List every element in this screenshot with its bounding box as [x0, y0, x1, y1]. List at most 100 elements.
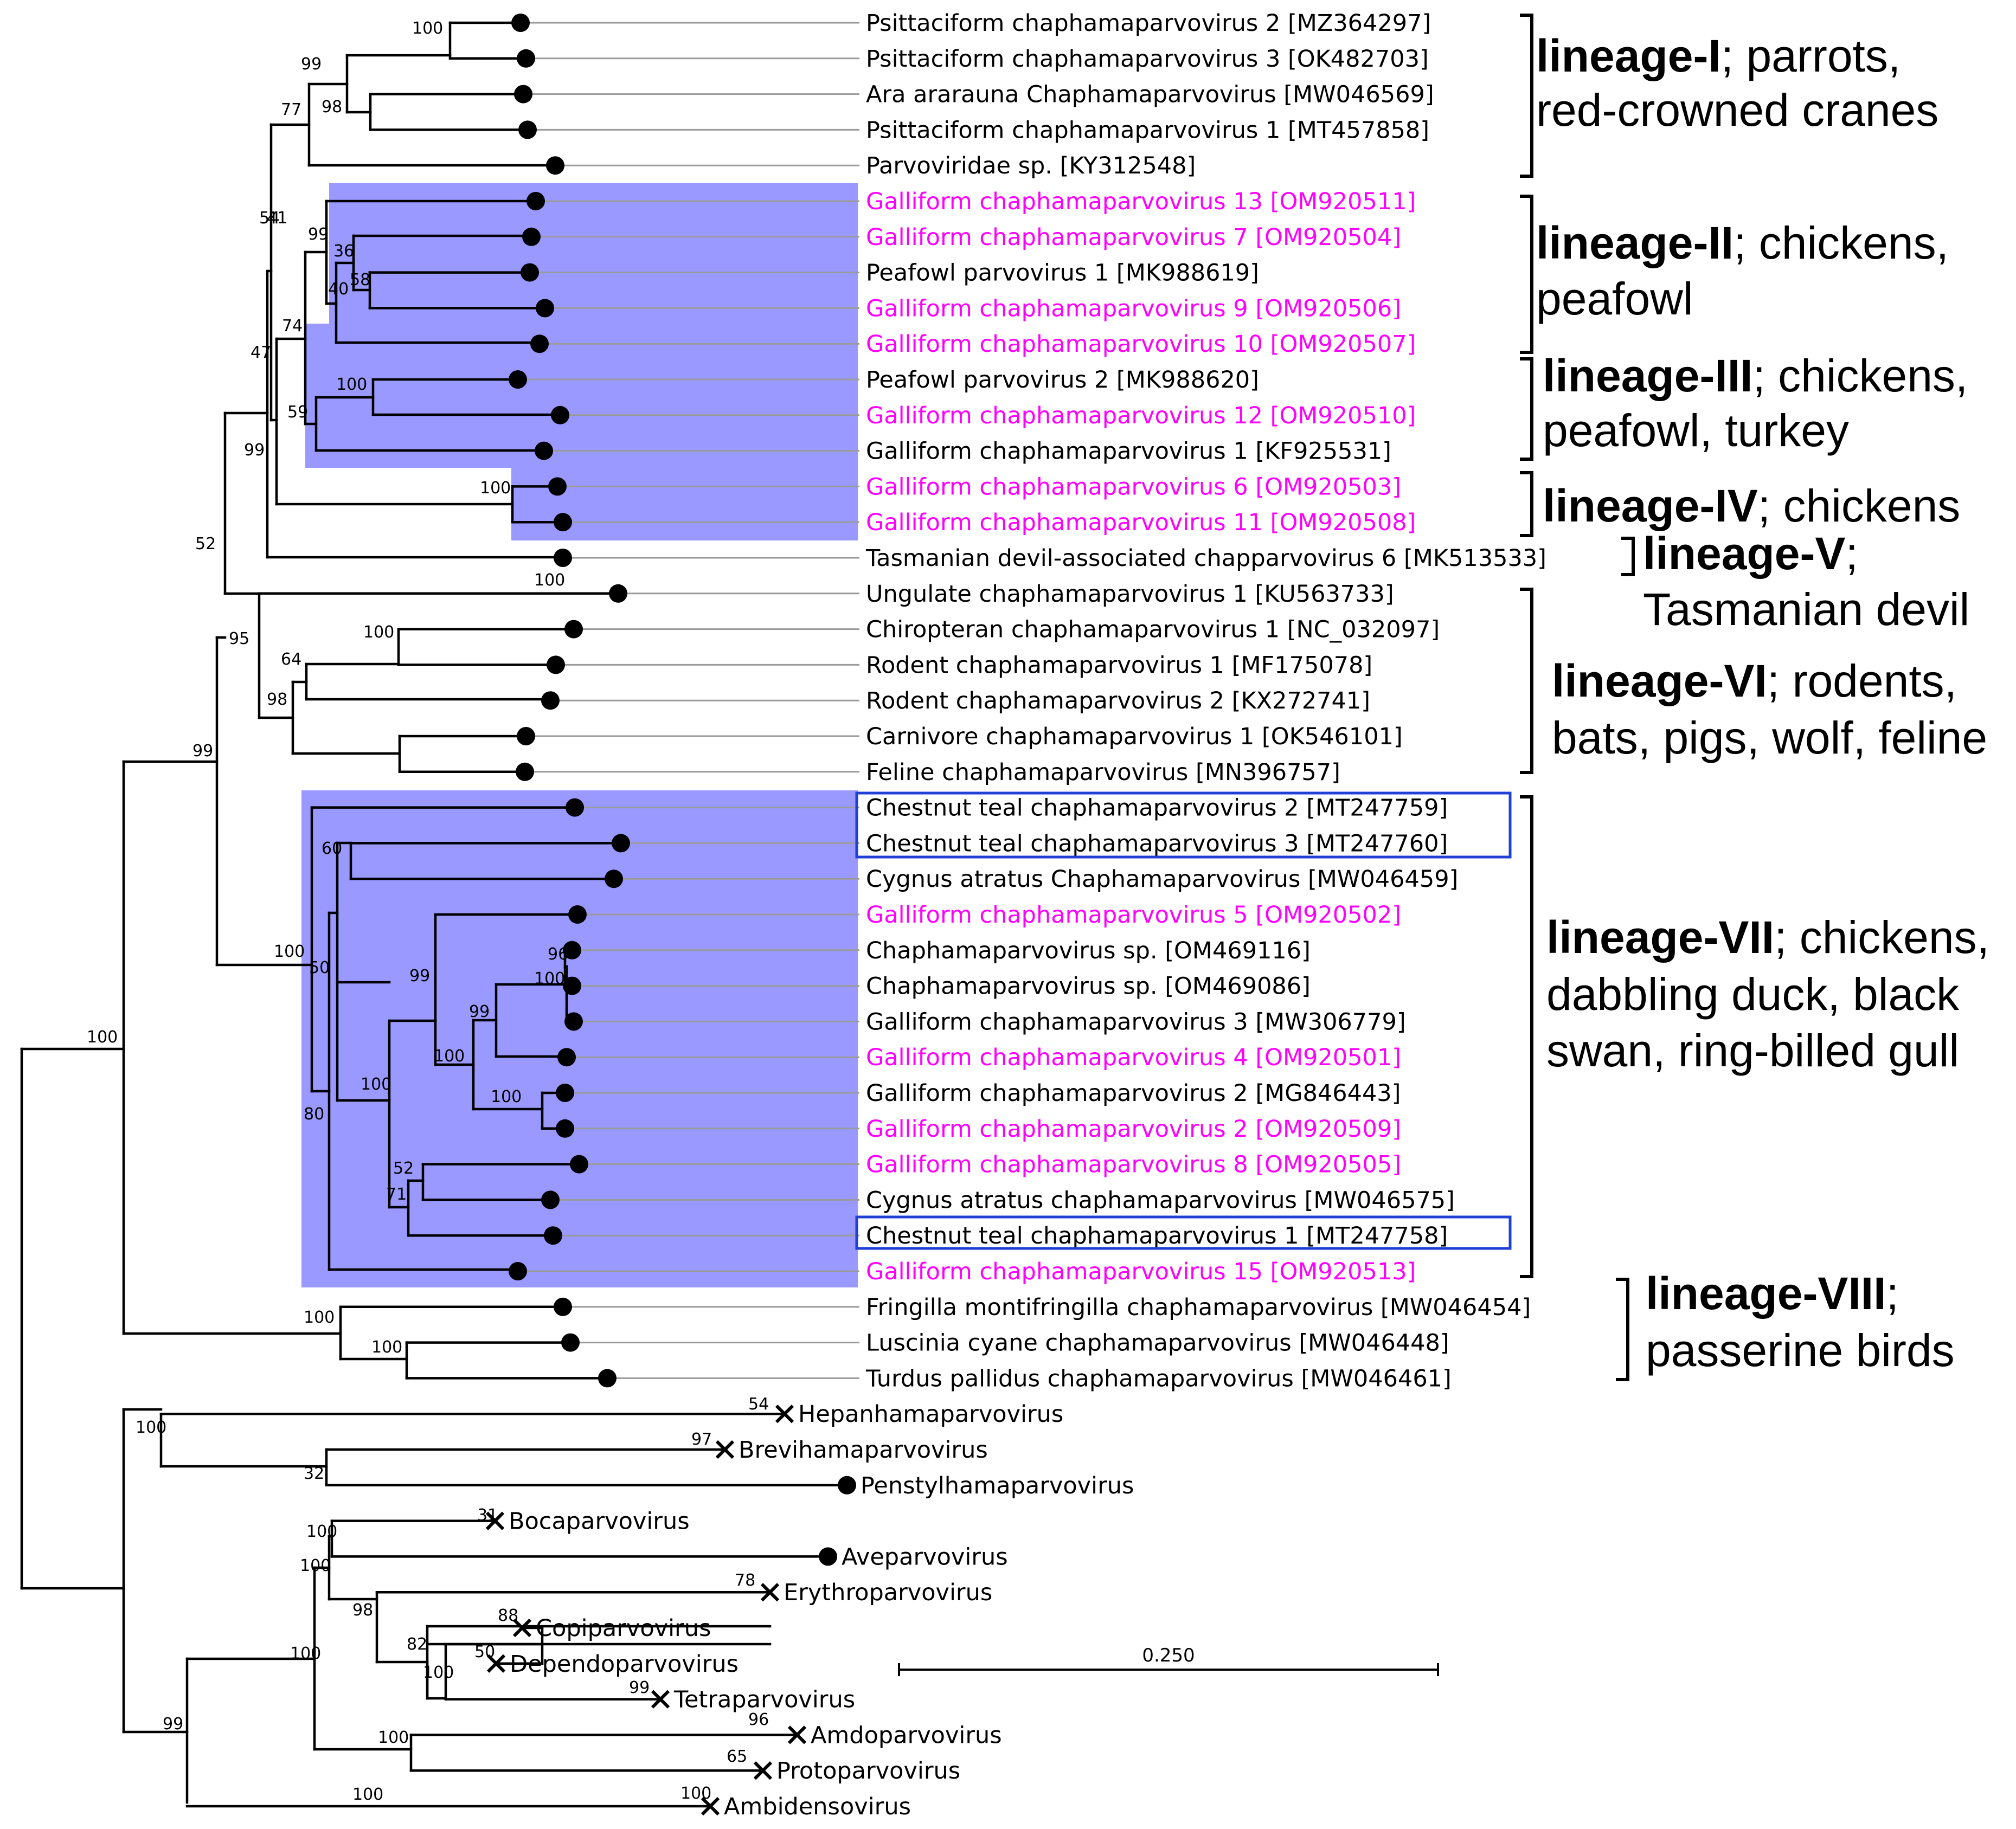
lineage-host-line: peafowl — [1536, 273, 1693, 324]
tip-dot-marker — [541, 691, 560, 710]
scale-bar-line — [898, 1663, 1439, 1676]
leaf-label: Aveparvovirus — [842, 1543, 1008, 1570]
bootstrap-value: 99 — [163, 1715, 183, 1734]
bootstrap-value: 52 — [393, 1159, 414, 1178]
leaf-labels: Psittaciform chaphamaparvovirus 2 [MZ364… — [509, 10, 1546, 1820]
tip-dot-marker — [511, 14, 530, 32]
tip-cross-marker — [486, 1654, 506, 1673]
tip-cross-marker — [651, 1690, 670, 1709]
tip-dot-marker — [544, 1226, 562, 1245]
lineage-host-line: peafowl, turkey — [1543, 405, 1849, 456]
leaf-label: Galliform chaphamaparvovirus 12 [OM92051… — [866, 402, 1416, 429]
bootstrap-value: 88 — [498, 1606, 518, 1625]
bootstrap-value: 47 — [251, 343, 271, 362]
chestnut-teal-box-upper — [855, 791, 1512, 859]
bootstrap-value: 99 — [469, 1002, 490, 1021]
tip-dot-marker — [530, 334, 549, 353]
tip-dot-marker — [546, 156, 564, 175]
leaf-label: Copiparvovirus — [536, 1615, 711, 1642]
leaf-label: Ambidensovirus — [724, 1793, 911, 1820]
leaf-label: Peafowl parvovirus 2 [MK988620] — [866, 366, 1259, 394]
bootstrap-value: 74 — [282, 317, 303, 336]
tip-dot-marker — [517, 727, 535, 745]
lineage-host: ; rodents, — [1767, 655, 1957, 706]
tip-cross-marker — [715, 1440, 735, 1459]
tip-dot-marker — [556, 1119, 574, 1138]
bootstrap-value: 54 — [259, 209, 280, 228]
leaf-label: Galliform chaphamaparvovirus 2 [OM920509… — [866, 1116, 1401, 1143]
lineage-host-line: red-crowned cranes — [1536, 85, 1938, 136]
bracket-lineage-ii — [1520, 195, 1533, 354]
leaf-label: Galliform chaphamaparvovirus 10 [OM92050… — [866, 331, 1416, 358]
bootstrap-value: 100 — [363, 623, 394, 642]
tip-dot-marker — [536, 299, 554, 318]
bracket-lineage-vi — [1520, 588, 1533, 774]
bootstrap-value: 100 — [534, 969, 565, 988]
leaf-label: Protoparvovirus — [776, 1757, 960, 1785]
bootstrap-value: 64 — [281, 650, 301, 669]
leaf-label: Fringilla montifringilla chaphamaparvovi… — [866, 1294, 1531, 1321]
leaf-label: Turdus pallidus chaphamaparvovirus [MW04… — [865, 1365, 1452, 1392]
tip-dot-marker — [535, 441, 553, 460]
bootstrap-value: 98 — [352, 1601, 373, 1620]
bootstrap-value: 82 — [407, 1635, 427, 1654]
tip-cross-marker — [760, 1583, 780, 1602]
lineage-label: lineage-IV; chickens — [1543, 480, 1960, 531]
lineage-name: lineage-VIII — [1646, 1268, 1886, 1319]
lineage-label: lineage-VIII; — [1646, 1268, 1899, 1319]
bootstrap-value: 100 — [680, 1784, 711, 1803]
bracket-lineage-iii — [1520, 357, 1533, 461]
tip-dot-marker — [612, 834, 630, 853]
bracket-lineage-vii — [1520, 795, 1533, 1278]
lineage-label: lineage-II; chickens, — [1536, 217, 1949, 268]
leaf-label: Brevihamaparvovirus — [739, 1437, 988, 1464]
lineage-label: lineage-III; chickens, — [1543, 350, 1968, 401]
lineage-label: lineage-VII; chickens, — [1546, 912, 1989, 963]
lineage-host: ; chickens — [1758, 480, 1961, 531]
bootstrap-value: 100 — [412, 19, 443, 38]
bootstrap-value: 50 — [474, 1643, 495, 1661]
lineage-host: ; — [1886, 1268, 1898, 1319]
bootstrap-value: 59 — [287, 403, 308, 422]
lineage-host-line: Tasmanian devil — [1643, 584, 1969, 635]
bootstrap-value: 71 — [386, 1185, 407, 1204]
scale-bar: 0.250 — [898, 1645, 1439, 1676]
lineage-label: lineage-VI; rodents, — [1552, 655, 1957, 706]
bootstrap-value: 99 — [301, 55, 322, 74]
tip-cross-marker — [512, 1618, 532, 1638]
tip-dot-marker — [522, 227, 541, 246]
tip-dot-marker — [547, 655, 565, 674]
chestnut-teal-boxes — [855, 791, 1512, 1250]
leaf-label: Carnivore chaphamaparvovirus 1 [OK546101… — [866, 723, 1403, 750]
leaf-label: Galliform chaphamaparvovirus 11 [OM92050… — [866, 509, 1416, 536]
leaf-label: Parvoviridae sp. [KY312548] — [866, 152, 1196, 179]
bootstrap-value: 99 — [409, 967, 430, 986]
leaf-label: Galliform chaphamaparvovirus 2 [MG846443… — [866, 1080, 1401, 1107]
leaf-label: Erythroparvovirus — [784, 1579, 992, 1606]
lineage-name: lineage-III — [1543, 350, 1752, 401]
leaf-label: Galliform chaphamaparvovirus 7 [OM920504… — [866, 224, 1401, 251]
bootstrap-value: 32 — [304, 1464, 324, 1483]
bootstrap-value: 97 — [691, 1430, 712, 1449]
tip-dot-marker — [838, 1476, 856, 1495]
leaf-label: Chaphamaparvovirus sp. [OM469086] — [866, 973, 1311, 1000]
tip-dot-marker — [563, 941, 581, 959]
bootstrap-value: 100 — [304, 1308, 335, 1327]
bootstrap-value: 100 — [290, 1644, 321, 1663]
bootstrap-value: 96 — [748, 1710, 769, 1729]
bootstrap-value: 65 — [727, 1747, 747, 1766]
tip-dot-marker — [517, 49, 535, 68]
lineage-host-line: passerine birds — [1646, 1325, 1955, 1376]
tip-dot-marker — [564, 620, 583, 639]
lineage-host: ; chickens, — [1733, 217, 1949, 268]
tip-dot-marker — [516, 762, 534, 781]
tip-dot-marker — [561, 1333, 580, 1352]
leaf-label: Galliform chaphamaparvovirus 3 [MW306779… — [866, 1008, 1406, 1035]
leaf-label: Amdoparvovirus — [811, 1722, 1002, 1749]
tip-dot-marker — [554, 1297, 572, 1316]
bootstrap-value: 100 — [434, 1047, 465, 1066]
lineage-label: lineage-I; parrots, — [1536, 30, 1901, 81]
tip-dot-marker — [570, 1155, 588, 1174]
tip-cross-marker — [775, 1405, 794, 1424]
